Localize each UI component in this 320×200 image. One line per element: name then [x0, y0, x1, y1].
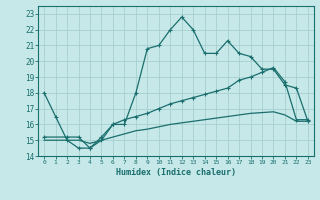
X-axis label: Humidex (Indice chaleur): Humidex (Indice chaleur)	[116, 168, 236, 177]
